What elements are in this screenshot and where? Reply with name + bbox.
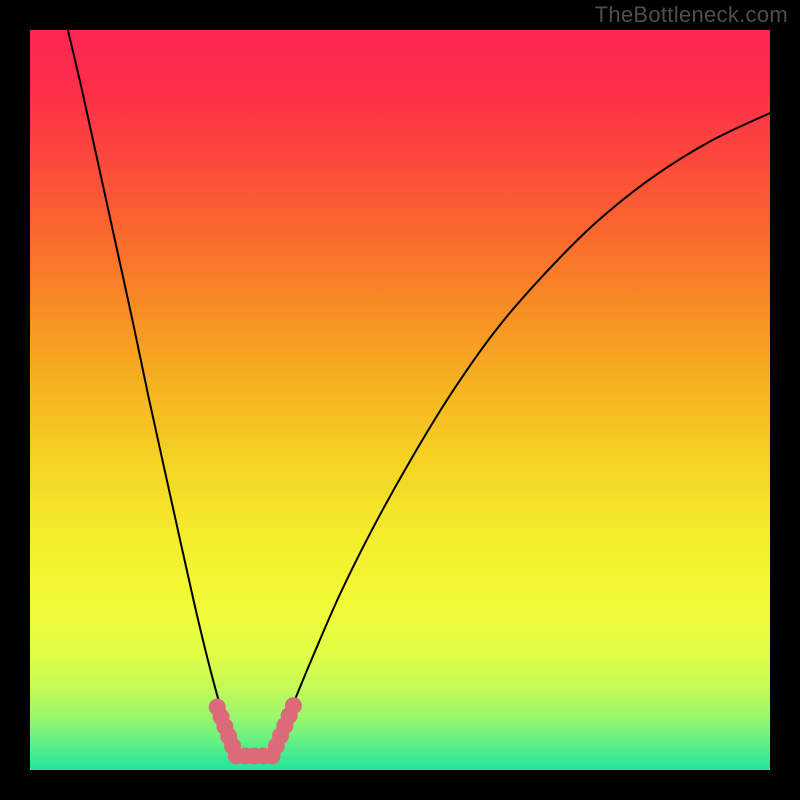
chart-svg bbox=[30, 30, 770, 770]
plot-area bbox=[30, 30, 770, 770]
watermark-text: TheBottleneck.com bbox=[595, 2, 788, 28]
gradient-background bbox=[30, 30, 770, 770]
chart-frame: TheBottleneck.com bbox=[0, 0, 800, 800]
